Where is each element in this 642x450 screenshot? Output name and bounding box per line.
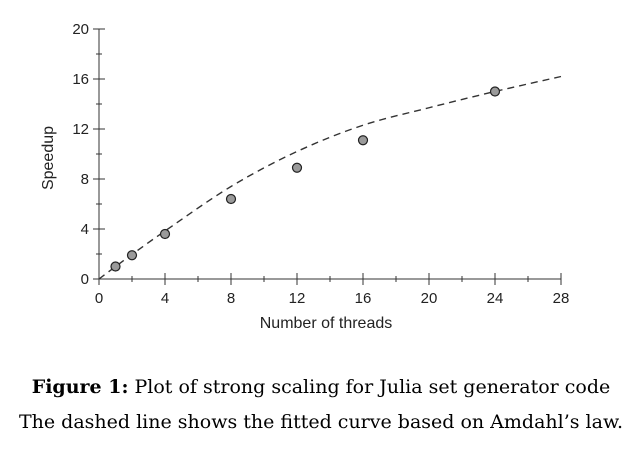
x-tick-label: 12 (289, 290, 306, 307)
data-points-layer (110, 86, 501, 272)
data-point (225, 193, 237, 205)
data-point (489, 86, 501, 97)
y-axis-title: Speedup (40, 126, 57, 190)
figure-label: Figure 1: (31, 376, 129, 398)
fitted-curve-layer (98, 75, 562, 280)
x-tick-label: 4 (161, 290, 169, 307)
y-tick-label: 12 (72, 121, 89, 138)
figure-caption-description: The dashed line shows the fitted curve b… (18, 411, 624, 433)
y-tick-label: 16 (72, 71, 89, 88)
data-point (291, 162, 303, 173)
y-tick-label: 8 (81, 171, 89, 188)
y-tick-label: 20 (72, 21, 89, 38)
x-tick-label: 16 (355, 290, 372, 307)
x-tick-label: 20 (421, 290, 438, 307)
fitted-curve (98, 75, 562, 280)
data-point (357, 135, 369, 146)
y-tick-label: 0 (81, 271, 89, 288)
x-axis-title: Number of threads (260, 315, 393, 332)
data-point (126, 250, 138, 261)
data-point (110, 261, 121, 272)
figure-title: Plot of strong scaling for Julia set gen… (128, 376, 611, 398)
figure-caption-title: Figure 1: Plot of strong scaling for Jul… (0, 376, 642, 398)
x-tick-label: 24 (487, 290, 504, 307)
speedup-chart: 0 4 8 12 16 20 24 28 0 4 8 12 16 20 Number of threads… (40, 21, 569, 332)
x-tick-label: 8 (227, 290, 235, 307)
chart-axes: 0 4 8 12 16 20 24 28 0 4 8 12 16 20 (72, 21, 569, 307)
y-tick-label: 4 (81, 221, 89, 238)
x-tick-label: 28 (553, 290, 570, 307)
data-point (159, 228, 171, 240)
x-tick-label: 0 (95, 290, 103, 307)
